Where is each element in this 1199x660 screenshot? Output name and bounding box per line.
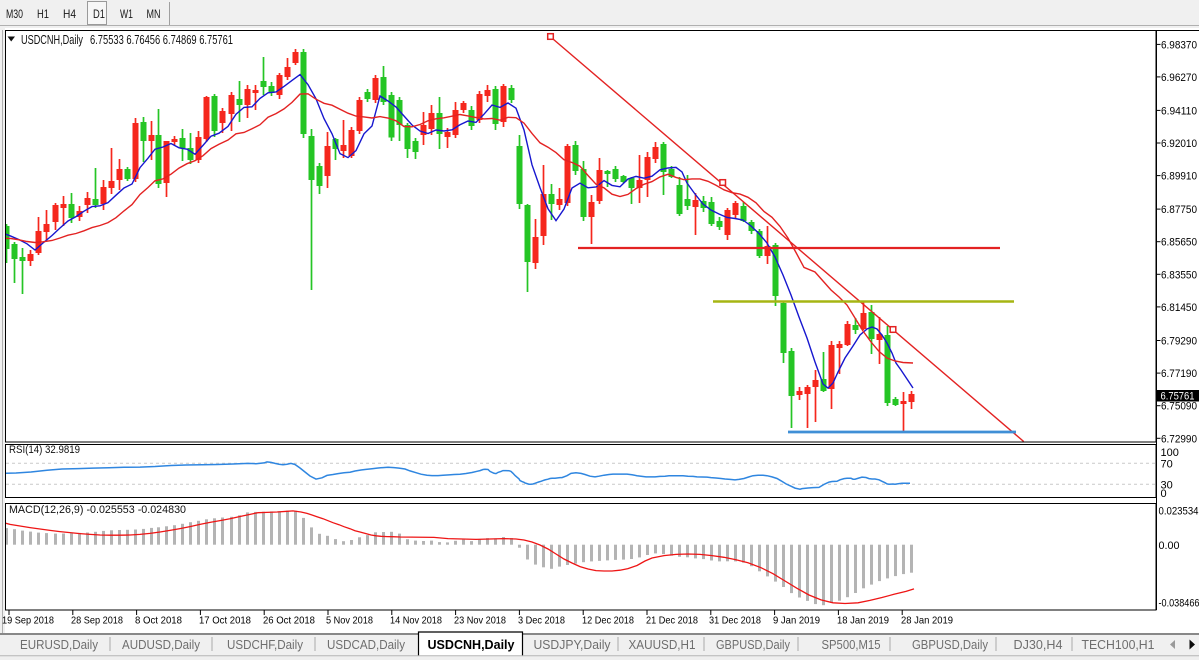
- svg-text:6.98370: 6.98370: [1161, 39, 1197, 51]
- svg-text:USDCNH,Daily: USDCNH,Daily: [428, 638, 515, 652]
- svg-text:SP500,M15: SP500,M15: [822, 638, 881, 652]
- svg-text:H4: H4: [63, 7, 76, 21]
- svg-text:0: 0: [1161, 488, 1167, 500]
- svg-text:21 Dec 2018: 21 Dec 2018: [646, 615, 698, 627]
- svg-text:D1: D1: [93, 7, 105, 21]
- svg-text:6.75761: 6.75761: [1161, 391, 1195, 403]
- svg-text:6.87750: 6.87750: [1161, 204, 1197, 216]
- svg-text:GBPUSD,Daily: GBPUSD,Daily: [912, 638, 989, 652]
- svg-text:6.75090: 6.75090: [1161, 401, 1197, 413]
- svg-text:W1: W1: [120, 7, 133, 21]
- svg-text:USDCAD,Daily: USDCAD,Daily: [327, 638, 406, 652]
- svg-text:12 Dec 2018: 12 Dec 2018: [582, 615, 634, 627]
- svg-text:26 Oct 2018: 26 Oct 2018: [263, 615, 315, 627]
- svg-text:USDCNH,Daily: USDCNH,Daily: [21, 33, 84, 47]
- svg-text:USDCHF,Daily: USDCHF,Daily: [227, 638, 304, 652]
- svg-text:-0.038466: -0.038466: [1159, 598, 1199, 610]
- svg-text:6.72990: 6.72990: [1161, 433, 1197, 445]
- svg-text:9 Jan 2019: 9 Jan 2019: [773, 615, 820, 627]
- svg-text:6.94110: 6.94110: [1161, 105, 1197, 117]
- svg-text:14 Nov 2018: 14 Nov 2018: [390, 615, 442, 627]
- svg-text:30: 30: [1161, 479, 1173, 491]
- svg-text:6.85650: 6.85650: [1161, 237, 1197, 249]
- svg-text:XAUUSD,H1: XAUUSD,H1: [629, 638, 696, 652]
- svg-text:M30: M30: [6, 7, 23, 21]
- svg-text:31 Dec 2018: 31 Dec 2018: [709, 615, 761, 627]
- svg-text:18 Jan 2019: 18 Jan 2019: [837, 615, 889, 627]
- svg-text:28 Sep 2018: 28 Sep 2018: [71, 615, 123, 627]
- svg-text:EURUSD,Daily: EURUSD,Daily: [20, 638, 99, 652]
- svg-text:0.00: 0.00: [1159, 540, 1180, 552]
- svg-text:TECH100,H1: TECH100,H1: [1082, 638, 1155, 652]
- svg-text:8 Oct 2018: 8 Oct 2018: [135, 615, 182, 627]
- svg-text:0.023534: 0.023534: [1159, 506, 1199, 518]
- svg-text:6.81450: 6.81450: [1161, 302, 1197, 314]
- svg-text:3 Dec 2018: 3 Dec 2018: [518, 615, 565, 627]
- svg-text:17 Oct 2018: 17 Oct 2018: [199, 615, 251, 627]
- svg-text:70: 70: [1161, 459, 1173, 471]
- svg-text:DJ30,H4: DJ30,H4: [1014, 638, 1063, 652]
- svg-text:6.89910: 6.89910: [1161, 171, 1197, 183]
- svg-text:USDJPY,Daily: USDJPY,Daily: [534, 638, 612, 652]
- svg-text:19 Sep 2018: 19 Sep 2018: [2, 615, 54, 627]
- svg-text:MN: MN: [147, 7, 161, 21]
- svg-text:6.75533 6.76456 6.74869 6.7576: 6.75533 6.76456 6.74869 6.75761: [90, 33, 233, 47]
- svg-text:MACD(12,26,9) -0.025553 -0.024: MACD(12,26,9) -0.025553 -0.024830: [9, 504, 186, 516]
- svg-text:GBPUSD,Daily: GBPUSD,Daily: [716, 638, 791, 652]
- svg-text:6.79290: 6.79290: [1161, 336, 1197, 348]
- svg-text:23 Nov 2018: 23 Nov 2018: [454, 615, 506, 627]
- svg-text:5 Nov 2018: 5 Nov 2018: [326, 615, 373, 627]
- svg-text:6.96270: 6.96270: [1161, 72, 1197, 84]
- svg-text:6.92010: 6.92010: [1161, 138, 1197, 150]
- svg-text:H1: H1: [37, 7, 49, 21]
- svg-text:100: 100: [1161, 447, 1179, 459]
- svg-text:RSI(14) 32.9819: RSI(14) 32.9819: [9, 444, 80, 456]
- svg-text:6.83550: 6.83550: [1161, 269, 1197, 281]
- svg-text:28 Jan 2019: 28 Jan 2019: [901, 615, 953, 627]
- svg-text:6.77190: 6.77190: [1161, 368, 1197, 380]
- svg-text:AUDUSD,Daily: AUDUSD,Daily: [122, 638, 201, 652]
